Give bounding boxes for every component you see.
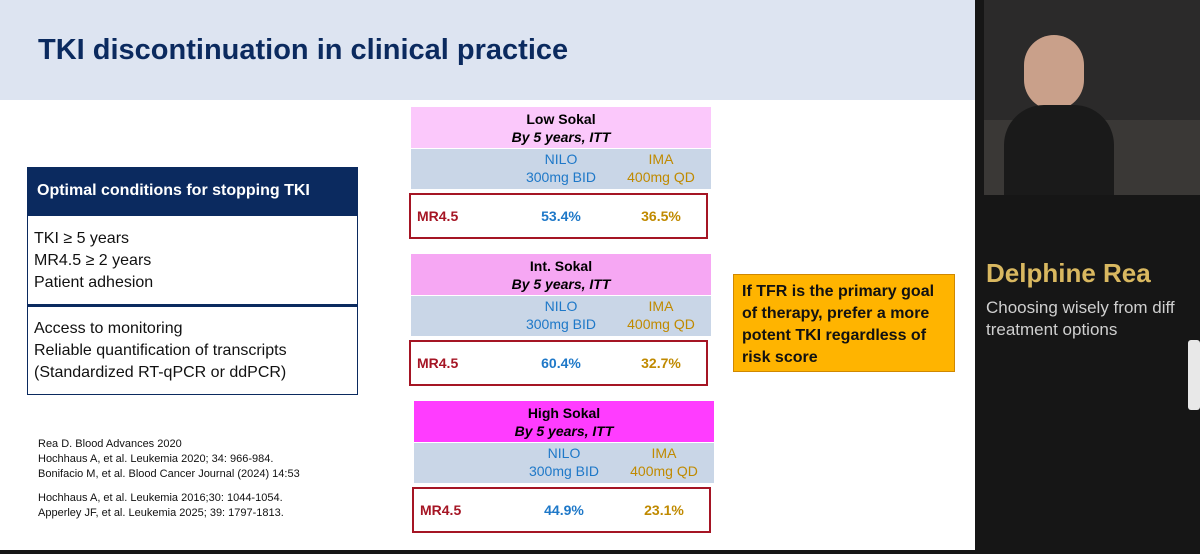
value-cell: 44.9% (544, 502, 584, 518)
conditions-item: Patient adhesion (34, 274, 154, 291)
column-label: 400mg QD (627, 169, 695, 185)
title-band (0, 0, 975, 100)
column-label: IMA (648, 151, 674, 167)
table-header: Int. Sokal By 5 years, ITT (411, 254, 711, 295)
speaker-subtitle: Choosing wisely from diff (986, 298, 1175, 317)
conditions-item: (Standardized RT-qPCR or ddPCR) (34, 364, 287, 381)
reference: Bonifacio M, et al. Blood Cancer Journal… (38, 468, 300, 480)
table-subtitle: By 5 years, ITT (511, 276, 611, 292)
conditions-item: Access to monitoring (34, 320, 183, 337)
speaker-video (984, 0, 1200, 195)
callout: If TFR is the primary goal of therapy, p… (733, 274, 955, 372)
conditions-group (27, 215, 358, 305)
column-label: NILO (544, 151, 578, 167)
speaker-name: Delphine Rea (986, 258, 1151, 288)
value-cell: 53.4% (541, 208, 581, 224)
side-control[interactable] (1188, 340, 1200, 410)
column-label: NILO (544, 298, 578, 314)
table-header: High Sokal By 5 years, ITT (414, 401, 714, 442)
result-row (412, 487, 711, 533)
row-label: MR4.5 (417, 208, 459, 224)
conditions-item: TKI ≥ 5 years (34, 230, 130, 247)
slide-title: TKI discontinuation in clinical practice (38, 34, 569, 66)
reference: Rea D. Blood Advances 2020 (38, 438, 182, 450)
table-header: Low Sokal By 5 years, ITT (411, 107, 711, 148)
value-cell: 60.4% (541, 355, 581, 371)
column-label: 300mg BID (525, 316, 597, 332)
column-label: NILO (547, 445, 581, 461)
speaker-face (1024, 35, 1084, 110)
value-cell: 32.7% (641, 355, 681, 371)
column-label: 300mg BID (525, 169, 597, 185)
table-subtitle: By 5 years, ITT (514, 423, 614, 439)
speaker-subtitle: treatment options (986, 320, 1118, 339)
table-column-row (411, 296, 711, 336)
column-label: IMA (651, 445, 677, 461)
row-label: MR4.5 (420, 502, 462, 518)
value-cell: 23.1% (644, 502, 684, 518)
result-row (409, 193, 708, 239)
conditions-item: Reliable quantification of transcripts (34, 342, 287, 359)
conditions-item: MR4.5 ≥ 2 years (34, 252, 152, 269)
table-subtitle: By 5 years, ITT (511, 129, 611, 145)
table-title: High Sokal (527, 405, 601, 421)
speaker-body (1004, 105, 1114, 195)
column-label: 400mg QD (627, 316, 695, 332)
row-label: MR4.5 (417, 355, 459, 371)
table-column-row (414, 443, 714, 483)
result-row (409, 340, 708, 386)
column-label: 400mg QD (630, 463, 698, 479)
reference: Hochhaus A, et al. Leukemia 2016;30: 104… (38, 492, 283, 504)
reference: Hochhaus A, et al. Leukemia 2020; 34: 96… (38, 453, 274, 465)
column-label: 300mg BID (528, 463, 600, 479)
table-title: Low Sokal (526, 111, 596, 127)
reference: Apperley JF, et al. Leukemia 2025; 39: 1… (38, 507, 284, 519)
conditions-group (27, 305, 358, 395)
value-cell: 36.5% (641, 208, 681, 224)
conditions-header: Optimal conditions for stopping TKI (27, 167, 358, 215)
table-column-row (411, 149, 711, 189)
table-title: Int. Sokal (529, 258, 593, 274)
column-label: IMA (648, 298, 674, 314)
